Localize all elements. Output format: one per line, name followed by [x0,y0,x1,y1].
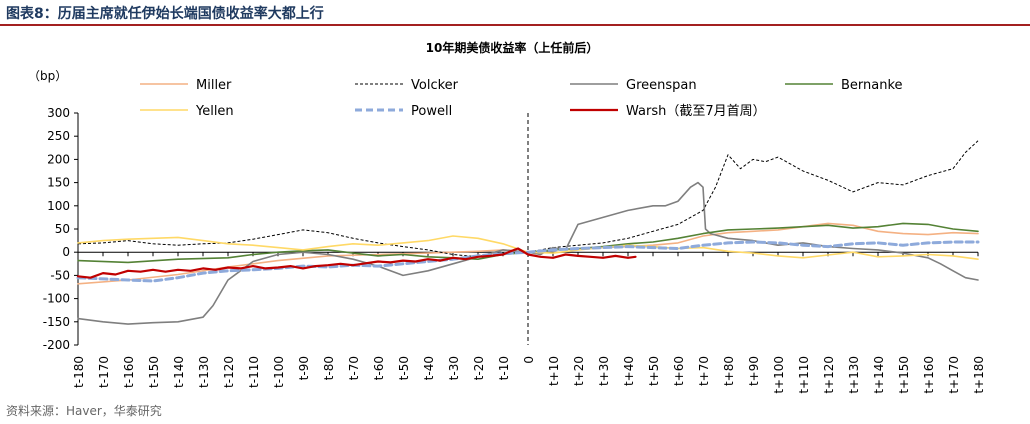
x-tick-label: t+70 [697,356,711,386]
x-tick-label: t-10 [497,356,511,380]
x-tick-label: t+10 [547,356,561,386]
x-tick-label: t-90 [297,356,311,380]
x-tick-label: t-100 [272,356,286,388]
x-tick-label: t+130 [847,356,861,394]
x-tick-label: t+160 [922,356,936,394]
y-tick-label: -150 [43,315,70,329]
x-tick-label: t+50 [647,356,661,386]
series-line-3 [77,181,979,325]
legend-label-5: Yellen [195,104,234,119]
series-line-6 [76,240,980,283]
x-tick-label: t-140 [172,356,186,388]
x-tick-label: t-60 [372,356,386,380]
legend-label-6: Powell [411,104,452,119]
y-tick-label: 0 [62,245,70,259]
x-tick-label: t+180 [972,356,986,394]
x-tick-label: t-110 [247,356,261,388]
chart-title: 10年期美债收益率（上任前后） [426,40,599,55]
figure-title: 图表8：历届主席就任伊始长端国债收益率大都上行 [6,6,324,22]
y-tick-label: 250 [47,129,70,143]
legend-label-7: Warsh（截至7月首周） [626,104,766,119]
x-tick-label: t+80 [722,356,736,386]
x-tick-label: t-80 [322,356,336,380]
x-tick-label: t-30 [447,356,461,380]
y-tick-label: -100 [43,292,70,306]
series-line-7 [76,247,637,279]
title-rule [0,24,1030,26]
y-axis-unit: （bp） [28,69,67,83]
x-tick-label: t-180 [72,356,86,388]
y-tick-label: 150 [47,176,70,190]
x-tick-label: t-150 [147,356,161,388]
source-note: 资料来源：Haver，华泰研究 [6,404,162,418]
x-tick-label: t+110 [797,356,811,394]
x-tick-label: t-130 [197,356,211,388]
y-tick-label: 100 [47,199,70,213]
x-tick-label: t-40 [422,356,436,380]
x-tick-label: t+90 [747,356,761,386]
x-tick-label: t+140 [872,356,886,394]
x-tick-label: t+60 [672,356,686,386]
y-tick-label: -200 [43,338,70,352]
x-tick-label: t+30 [597,356,611,386]
x-tick-label: t-50 [397,356,411,380]
x-tick-label: t+100 [772,356,786,394]
legend-label-2: Volcker [411,78,459,93]
x-tick-label: 0 [522,356,536,364]
legend-label-3: Greenspan [626,78,697,93]
x-tick-label: t+40 [622,356,636,386]
series-layer [76,140,980,325]
x-tick-label: t+120 [822,356,836,394]
x-tick-label: t+170 [947,356,961,394]
x-tick-label: t-70 [347,356,361,380]
y-tick-label: -50 [50,268,70,282]
x-axis: t-180 t-170 t-160 t-150 t-140 t-130 t-120 t-110… [72,113,986,394]
y-tick-label: 300 [47,106,70,120]
y-tick-label: 200 [47,152,70,166]
y-tick-label: 50 [55,222,70,236]
line-chart: 10年期美债收益率（上任前后） （bp） Miller Volcker Greens… [28,40,986,394]
legend-label-1: Miller [196,78,232,93]
x-tick-label: t-20 [472,356,486,380]
x-tick-label: t-120 [222,356,236,388]
legend: Miller Volcker Greenspan Bernanke Yellen Powe… [140,78,903,119]
x-tick-label: t+150 [897,356,911,394]
x-tick-label: t+20 [572,356,586,386]
y-axis: -200 -150 -100 -50 0 50 100 150 200 250 300 [43,106,79,352]
x-tick-label: t-170 [97,356,111,388]
legend-label-4: Bernanke [841,78,903,93]
x-tick-label: t-160 [122,356,136,388]
series-line-2 [77,140,979,258]
